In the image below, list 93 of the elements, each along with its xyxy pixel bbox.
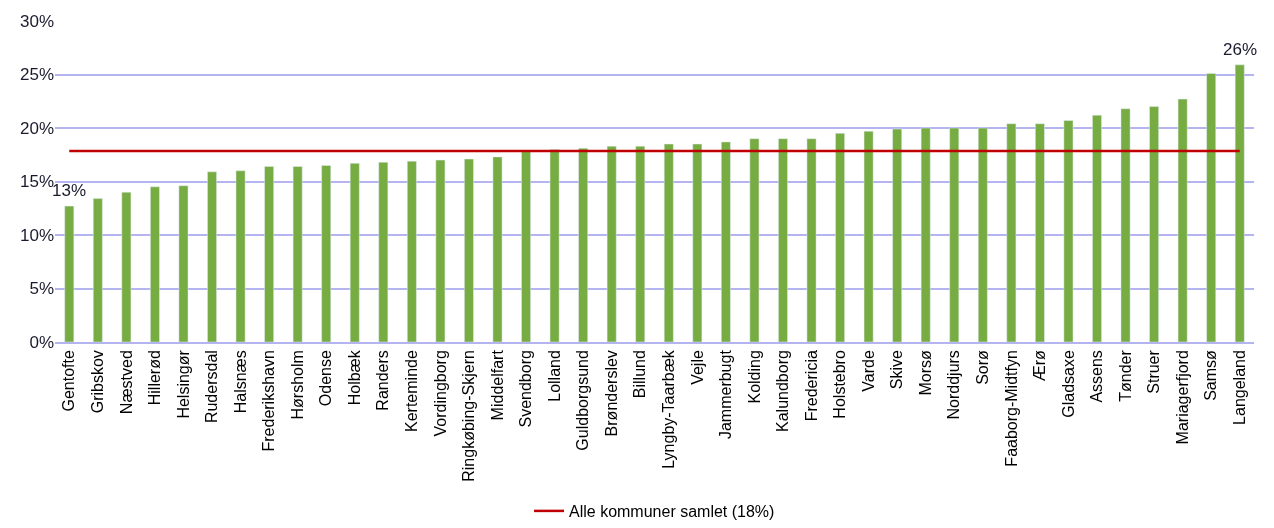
x-tick-label: Faaborg-Midtfyn bbox=[1002, 350, 1020, 467]
x-tick-label: Randers bbox=[374, 350, 392, 411]
bar bbox=[1177, 98, 1188, 342]
bar bbox=[150, 186, 160, 342]
x-tick-label: Lolland bbox=[545, 350, 563, 402]
x-tick-label: Svendborg bbox=[517, 350, 535, 428]
bar bbox=[1063, 120, 1074, 342]
x-tick-label: Kolding bbox=[745, 350, 763, 404]
x-tick-label: Brønderslev bbox=[602, 350, 620, 437]
bar bbox=[549, 149, 560, 342]
x-tick-label: Skive bbox=[888, 350, 906, 390]
y-tick-label: 0% bbox=[29, 332, 54, 352]
y-tick-label: 5% bbox=[29, 279, 54, 299]
data-label: 26% bbox=[1223, 40, 1258, 59]
bar bbox=[778, 138, 788, 342]
x-tick-label: Ringkøbing-Skjern bbox=[460, 350, 478, 482]
x-tick-label: Rudersdal bbox=[203, 350, 221, 424]
x-tick-label: Samsø bbox=[1202, 349, 1220, 401]
bar bbox=[378, 161, 389, 342]
bar bbox=[635, 145, 646, 342]
x-tick-label: Gentofte bbox=[60, 350, 78, 412]
bar bbox=[606, 145, 617, 342]
bar bbox=[235, 170, 246, 342]
x-tick-label: Odense bbox=[317, 350, 335, 407]
x-tick-label: Billund bbox=[631, 350, 649, 399]
x-tick-label: Hillerød bbox=[146, 350, 164, 406]
x-tick-label: Langeland bbox=[1230, 350, 1248, 425]
x-tick-label: Helsingør bbox=[174, 349, 192, 419]
bar bbox=[835, 133, 845, 342]
bar bbox=[692, 143, 703, 342]
bar bbox=[749, 138, 760, 342]
bar bbox=[407, 160, 417, 342]
bar bbox=[1149, 106, 1159, 342]
x-tick-label: Assens bbox=[1088, 350, 1106, 403]
y-tick-label: 30% bbox=[19, 11, 54, 31]
bar bbox=[292, 166, 303, 342]
bar bbox=[977, 127, 988, 342]
bar bbox=[64, 205, 75, 342]
legend-label: Alle kommuner samlet (18%) bbox=[569, 503, 775, 521]
x-tick-label: Ærø bbox=[1031, 349, 1049, 382]
x-tick-label: Guldborgsund bbox=[574, 350, 592, 451]
bar bbox=[264, 166, 274, 342]
x-tick-label: Næstved bbox=[117, 350, 135, 415]
x-tick-label: Mariagerfjord bbox=[1173, 350, 1191, 445]
x-tick-label: Varde bbox=[859, 350, 877, 392]
x-tick-label: Struer bbox=[1145, 349, 1163, 394]
y-tick-label: 25% bbox=[19, 65, 54, 85]
x-tick-label: Holstebro bbox=[831, 350, 849, 419]
x-tick-label: Lyngby-Taarbæk bbox=[659, 349, 677, 469]
bar bbox=[949, 127, 960, 342]
bar bbox=[663, 143, 674, 342]
bar bbox=[1092, 114, 1102, 342]
bar bbox=[578, 148, 588, 342]
y-tick-label: 15% bbox=[19, 172, 54, 192]
x-tick-label: Vejle bbox=[688, 350, 706, 385]
bar bbox=[1120, 108, 1131, 342]
bar bbox=[721, 141, 731, 342]
x-tick-label: Fredericia bbox=[802, 350, 820, 422]
bar bbox=[178, 185, 189, 342]
x-tick-label: Kerteminde bbox=[403, 350, 421, 432]
bar bbox=[521, 151, 531, 342]
y-tick-label: 20% bbox=[19, 118, 54, 138]
x-tick-label: Norddjurs bbox=[945, 350, 963, 420]
x-tick-label: Halsnæs bbox=[231, 350, 249, 414]
y-tick-label: 10% bbox=[19, 225, 54, 245]
x-tick-label: Frederikshavn bbox=[260, 350, 278, 452]
bar bbox=[1206, 73, 1216, 342]
bar bbox=[321, 165, 332, 342]
x-tick-label: Vordingborg bbox=[431, 350, 449, 437]
x-tick-label: Jammerbugt bbox=[717, 349, 735, 440]
bar bbox=[863, 130, 874, 342]
bar bbox=[1035, 123, 1045, 342]
bar bbox=[892, 128, 902, 342]
x-tick-label: Tønder bbox=[1116, 349, 1134, 402]
x-tick-label: Holbæk bbox=[345, 349, 363, 406]
x-tick-label: Gladsaxe bbox=[1059, 350, 1077, 418]
bar bbox=[492, 156, 503, 342]
bar bbox=[806, 138, 817, 342]
bar bbox=[349, 163, 360, 342]
x-tick-label: Morsø bbox=[916, 349, 934, 396]
bar bbox=[435, 159, 446, 342]
x-tick-label: Sorø bbox=[974, 349, 991, 385]
bar bbox=[920, 127, 931, 342]
x-tick-label: Middelfart bbox=[488, 349, 506, 421]
x-tick-label: Hørsholm bbox=[288, 350, 306, 420]
x-tick-label: Kalundborg bbox=[774, 350, 792, 432]
bar bbox=[121, 191, 132, 342]
bar bbox=[207, 171, 217, 342]
x-tick-label: Gribskov bbox=[89, 350, 107, 414]
bar bbox=[1006, 123, 1017, 342]
bar bbox=[1234, 64, 1245, 342]
bar bbox=[464, 158, 474, 342]
bar bbox=[93, 198, 103, 342]
